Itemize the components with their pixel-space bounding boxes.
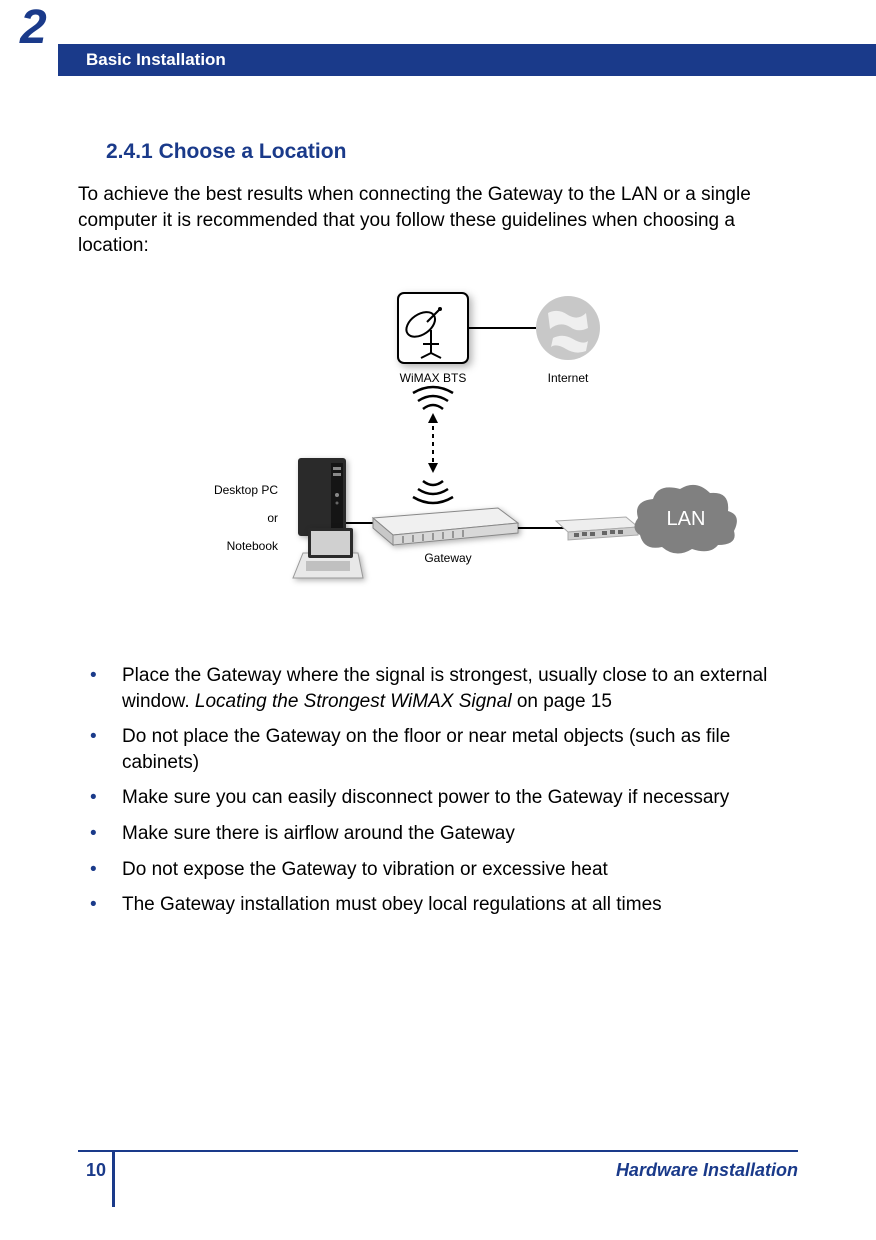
section-heading: 2.4.1 Choose a Location <box>106 140 798 164</box>
intro-paragraph: To achieve the best results when connect… <box>78 182 798 259</box>
or-label: or <box>198 511 278 525</box>
wimax-bts-box <box>398 293 468 363</box>
desktop-pc-icon <box>298 458 346 536</box>
list-item: The Gateway installation must obey local… <box>78 892 798 918</box>
page-number: 10 <box>86 1160 106 1181</box>
network-diagram: LAN WiMAX BTS Internet Desktop PC or Not… <box>78 283 798 623</box>
section-title: Choose a Location <box>159 140 347 163</box>
arrowhead-down <box>428 463 438 473</box>
lan-switch-icon <box>556 517 638 540</box>
guidelines-list: Place the Gateway where the signal is st… <box>78 663 798 918</box>
bullet-text-em: Locating the Strongest WiMAX Signal <box>195 691 512 712</box>
diagram-svg: LAN <box>78 283 798 623</box>
chapter-number: 2 <box>0 0 47 55</box>
wireless-waves-top <box>413 387 453 409</box>
page-footer: 10 Hardware Installation <box>78 1150 798 1160</box>
wireless-waves-bottom <box>413 481 453 503</box>
bullet-text-post: on page 15 <box>512 691 612 712</box>
desktop-pc-label: Desktop PC <box>198 483 278 497</box>
lan-cloud-label: LAN <box>667 508 706 530</box>
notebook-label: Notebook <box>198 539 278 553</box>
list-item: Do not expose the Gateway to vibration o… <box>78 857 798 883</box>
gateway-device-icon <box>373 508 518 545</box>
footer-title: Hardware Installation <box>616 1160 798 1181</box>
arrowhead-up <box>428 413 438 423</box>
wimax-bts-label: WiMAX BTS <box>398 371 468 385</box>
section-number: 2.4.1 <box>106 140 153 163</box>
list-item: Make sure you can easily disconnect powe… <box>78 785 798 811</box>
chapter-title-bar: Basic Installation <box>58 44 876 76</box>
list-item: Place the Gateway where the signal is st… <box>78 663 798 714</box>
gateway-label: Gateway <box>408 551 488 565</box>
lan-cloud-icon: LAN <box>634 485 736 554</box>
list-item: Do not place the Gateway on the floor or… <box>78 724 798 775</box>
internet-label: Internet <box>538 371 598 385</box>
footer-tick <box>112 1152 115 1207</box>
content-area: 2.4.1 Choose a Location To achieve the b… <box>78 140 798 928</box>
internet-globe-icon <box>536 296 600 360</box>
list-item: Make sure there is airflow around the Ga… <box>78 821 798 847</box>
